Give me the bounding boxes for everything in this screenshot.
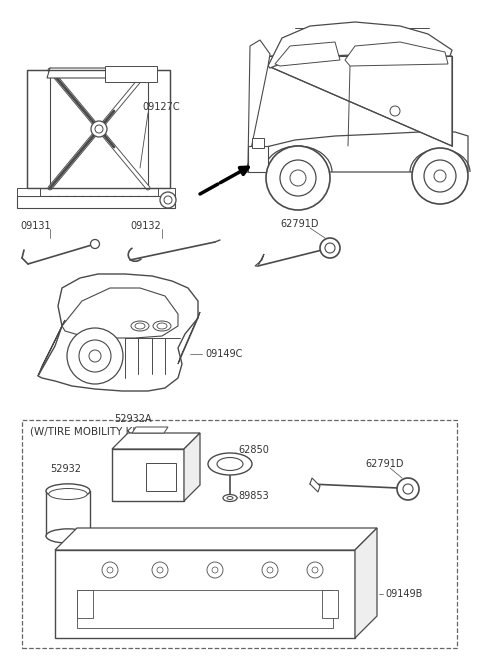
Circle shape (307, 562, 323, 578)
Circle shape (95, 125, 103, 133)
Polygon shape (184, 433, 200, 501)
Ellipse shape (217, 457, 243, 470)
Circle shape (79, 340, 111, 372)
Text: (W/TIRE MOBILITY KIT): (W/TIRE MOBILITY KIT) (30, 427, 145, 437)
Polygon shape (248, 146, 268, 172)
Polygon shape (112, 433, 200, 449)
Polygon shape (146, 463, 176, 491)
Polygon shape (268, 56, 452, 146)
Polygon shape (77, 590, 333, 628)
Ellipse shape (46, 484, 90, 498)
Polygon shape (310, 478, 320, 492)
Circle shape (397, 478, 419, 500)
Polygon shape (255, 254, 264, 266)
Polygon shape (245, 132, 468, 172)
Polygon shape (322, 590, 338, 618)
Polygon shape (275, 42, 340, 66)
Circle shape (160, 192, 176, 208)
Polygon shape (47, 68, 155, 78)
Circle shape (320, 238, 340, 258)
Polygon shape (345, 42, 448, 66)
Polygon shape (158, 188, 175, 196)
Ellipse shape (46, 529, 90, 543)
Ellipse shape (153, 321, 171, 331)
Polygon shape (268, 22, 452, 68)
Text: 09110: 09110 (109, 69, 140, 79)
Circle shape (280, 160, 316, 196)
Text: 52932: 52932 (50, 464, 81, 474)
Text: 09127C: 09127C (142, 102, 180, 112)
Circle shape (152, 562, 168, 578)
Polygon shape (178, 312, 200, 364)
Circle shape (157, 567, 163, 573)
Circle shape (325, 243, 335, 253)
Circle shape (102, 562, 118, 578)
Text: 09149B: 09149B (385, 589, 422, 599)
Circle shape (89, 350, 101, 362)
Polygon shape (38, 320, 65, 376)
Circle shape (290, 170, 306, 186)
Circle shape (207, 562, 223, 578)
Polygon shape (148, 70, 170, 188)
Ellipse shape (208, 453, 252, 475)
Polygon shape (355, 528, 377, 638)
Text: 09132: 09132 (130, 221, 161, 231)
Polygon shape (62, 288, 178, 338)
Polygon shape (38, 274, 198, 391)
Polygon shape (55, 528, 377, 550)
Ellipse shape (135, 323, 145, 329)
Ellipse shape (49, 489, 87, 499)
Circle shape (312, 567, 318, 573)
Text: 62850: 62850 (238, 445, 269, 455)
Circle shape (390, 106, 400, 116)
Circle shape (164, 196, 172, 204)
Text: 52932A: 52932A (114, 414, 152, 424)
Polygon shape (112, 449, 184, 501)
Circle shape (412, 148, 468, 204)
Circle shape (91, 239, 99, 249)
Polygon shape (248, 40, 270, 164)
Text: 62791D: 62791D (365, 459, 404, 469)
Circle shape (403, 484, 413, 494)
Polygon shape (55, 550, 355, 638)
Text: 09149C: 09149C (205, 349, 242, 359)
Ellipse shape (227, 497, 233, 499)
Polygon shape (132, 427, 168, 433)
Polygon shape (105, 66, 157, 82)
Circle shape (434, 170, 446, 182)
Circle shape (107, 567, 113, 573)
Circle shape (91, 121, 107, 137)
Polygon shape (252, 138, 264, 148)
Ellipse shape (223, 495, 237, 501)
Text: 62791D: 62791D (280, 219, 319, 229)
Ellipse shape (131, 321, 149, 331)
Text: 89853: 89853 (238, 491, 269, 501)
Polygon shape (17, 188, 40, 196)
Circle shape (212, 567, 218, 573)
Polygon shape (27, 70, 50, 188)
Polygon shape (77, 590, 93, 618)
Circle shape (67, 328, 123, 384)
Circle shape (267, 567, 273, 573)
Circle shape (262, 562, 278, 578)
Polygon shape (17, 196, 175, 208)
Ellipse shape (157, 323, 167, 329)
Circle shape (266, 146, 330, 210)
Circle shape (424, 160, 456, 192)
Text: 09131: 09131 (20, 221, 50, 231)
